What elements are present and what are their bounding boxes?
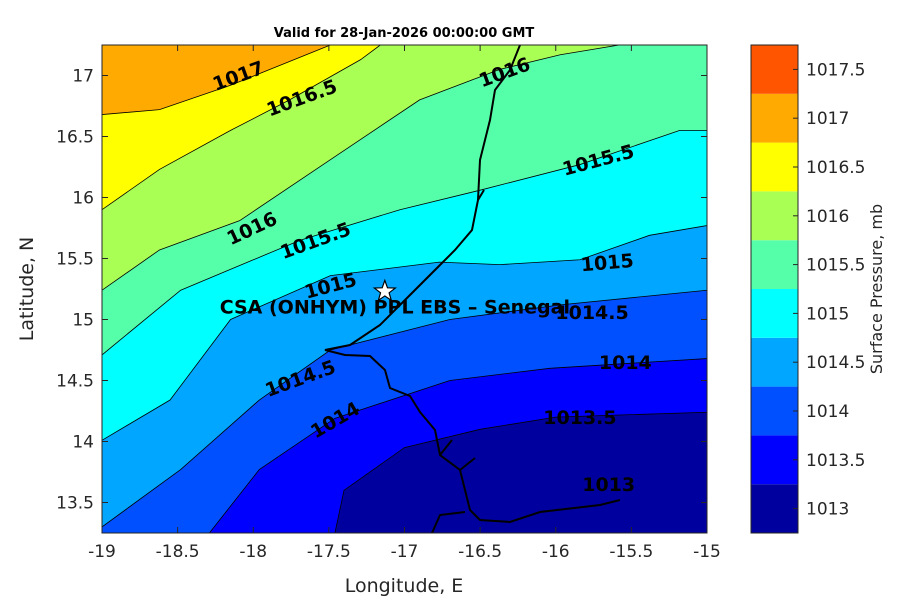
y-tick-label: 16.5: [56, 128, 94, 148]
chart-title: Valid for 28-Jan-2026 00:00:00 GMT: [274, 26, 535, 41]
contour-line-1015.5: [102, 129, 707, 356]
contour-label: 1014.5: [555, 302, 628, 324]
y-tick-label: 14.5: [56, 372, 94, 392]
y-tick-label: 15.5: [56, 250, 94, 270]
contour-fills: [102, 45, 707, 533]
contour-line-1014.5: [102, 289, 707, 528]
contour-line-1016.5: [102, 45, 381, 211]
colorbar-band-1013: [751, 484, 798, 533]
x-tick-label: -19: [88, 542, 116, 562]
x-axis-label: Longitude, E: [345, 575, 464, 597]
colorbar-band-1015.5: [751, 240, 798, 289]
colorbar-band-1016.5: [751, 142, 798, 192]
colorbar-tick-label: 1017: [806, 109, 849, 129]
y-tick-label: 15: [72, 311, 94, 331]
contour-line-1014: [209, 358, 707, 533]
x-tick-label: -15.5: [609, 542, 653, 562]
contour-line-1013.5: [334, 411, 707, 533]
x-tick-label: -17.5: [307, 542, 351, 562]
contour-label: 1013.5: [543, 407, 616, 429]
colorbar-band-1017: [751, 93, 798, 143]
contour-line-1017: [102, 45, 331, 115]
contour-fill-1017: [102, 45, 331, 115]
colorbar: 1013 1013.5 1014 1014.5 1015 1015.5 1016 1016.5…: [750, 44, 865, 534]
y-tick-label: 17: [72, 67, 94, 87]
colorbar-band-1013.5: [751, 435, 798, 485]
y-tick-label: 14: [72, 433, 94, 453]
colorbar-tick-label: 1016: [806, 207, 849, 227]
x-tick-label: -18: [239, 542, 267, 562]
colorbar-tick-label: 1017.5: [806, 60, 865, 80]
colorbar-frame: [750, 44, 799, 534]
star-icon: [372, 278, 397, 302]
colorbar-tick-label: 1014.5: [806, 353, 865, 373]
x-tick-label: -17: [391, 542, 419, 562]
colorbar-label: Surface Pressure, mb: [867, 204, 886, 374]
station-label: CSA (ONHYM) PPL EBS – Senegal: [220, 296, 570, 318]
colorbar-tick-label: 1014: [806, 402, 849, 422]
colorbar-tick-label: 1013: [806, 500, 849, 520]
colorbar-tick-label: 1015: [806, 304, 849, 324]
contour-line-1016: [102, 45, 620, 291]
x-tick-label: -15: [693, 542, 721, 562]
y-axis: 13.5 14 14.5 15 15.5 16 16.5 17: [56, 67, 707, 514]
x-axis: -19 -18.5 -18 -17.5 -17 -16.5 -16 -15.5 -15: [88, 45, 721, 562]
station-marker: CSA (ONHYM) PPL EBS – Senegal: [220, 278, 570, 318]
y-tick-label: 13.5: [56, 494, 94, 514]
contour-lines: [102, 45, 707, 533]
colorbar-tick-label: 1016.5: [806, 158, 865, 178]
contour-label: 1015: [580, 250, 635, 277]
colorbar-band-1017.5: [751, 45, 798, 94]
coastline: [324, 45, 621, 533]
colorbar-band-1015: [751, 289, 798, 338]
colorbar-band-1014.5: [751, 337, 798, 387]
x-tick-label: -18.5: [156, 542, 200, 562]
contour-label: 1014: [599, 352, 652, 374]
contour-line-1015: [102, 225, 707, 441]
colorbar-tick-label: 1015.5: [806, 256, 865, 276]
x-tick-label: -16: [542, 542, 570, 562]
colorbar-band-1014: [751, 386, 798, 436]
y-axis-label: Latitude, N: [16, 237, 38, 342]
colorbar-band-1016: [751, 191, 798, 241]
contour-label: 1013: [582, 474, 635, 496]
y-tick-label: 16: [72, 189, 94, 209]
colorbar-tick-label: 1013.5: [806, 451, 865, 471]
x-tick-label: -16.5: [458, 542, 502, 562]
